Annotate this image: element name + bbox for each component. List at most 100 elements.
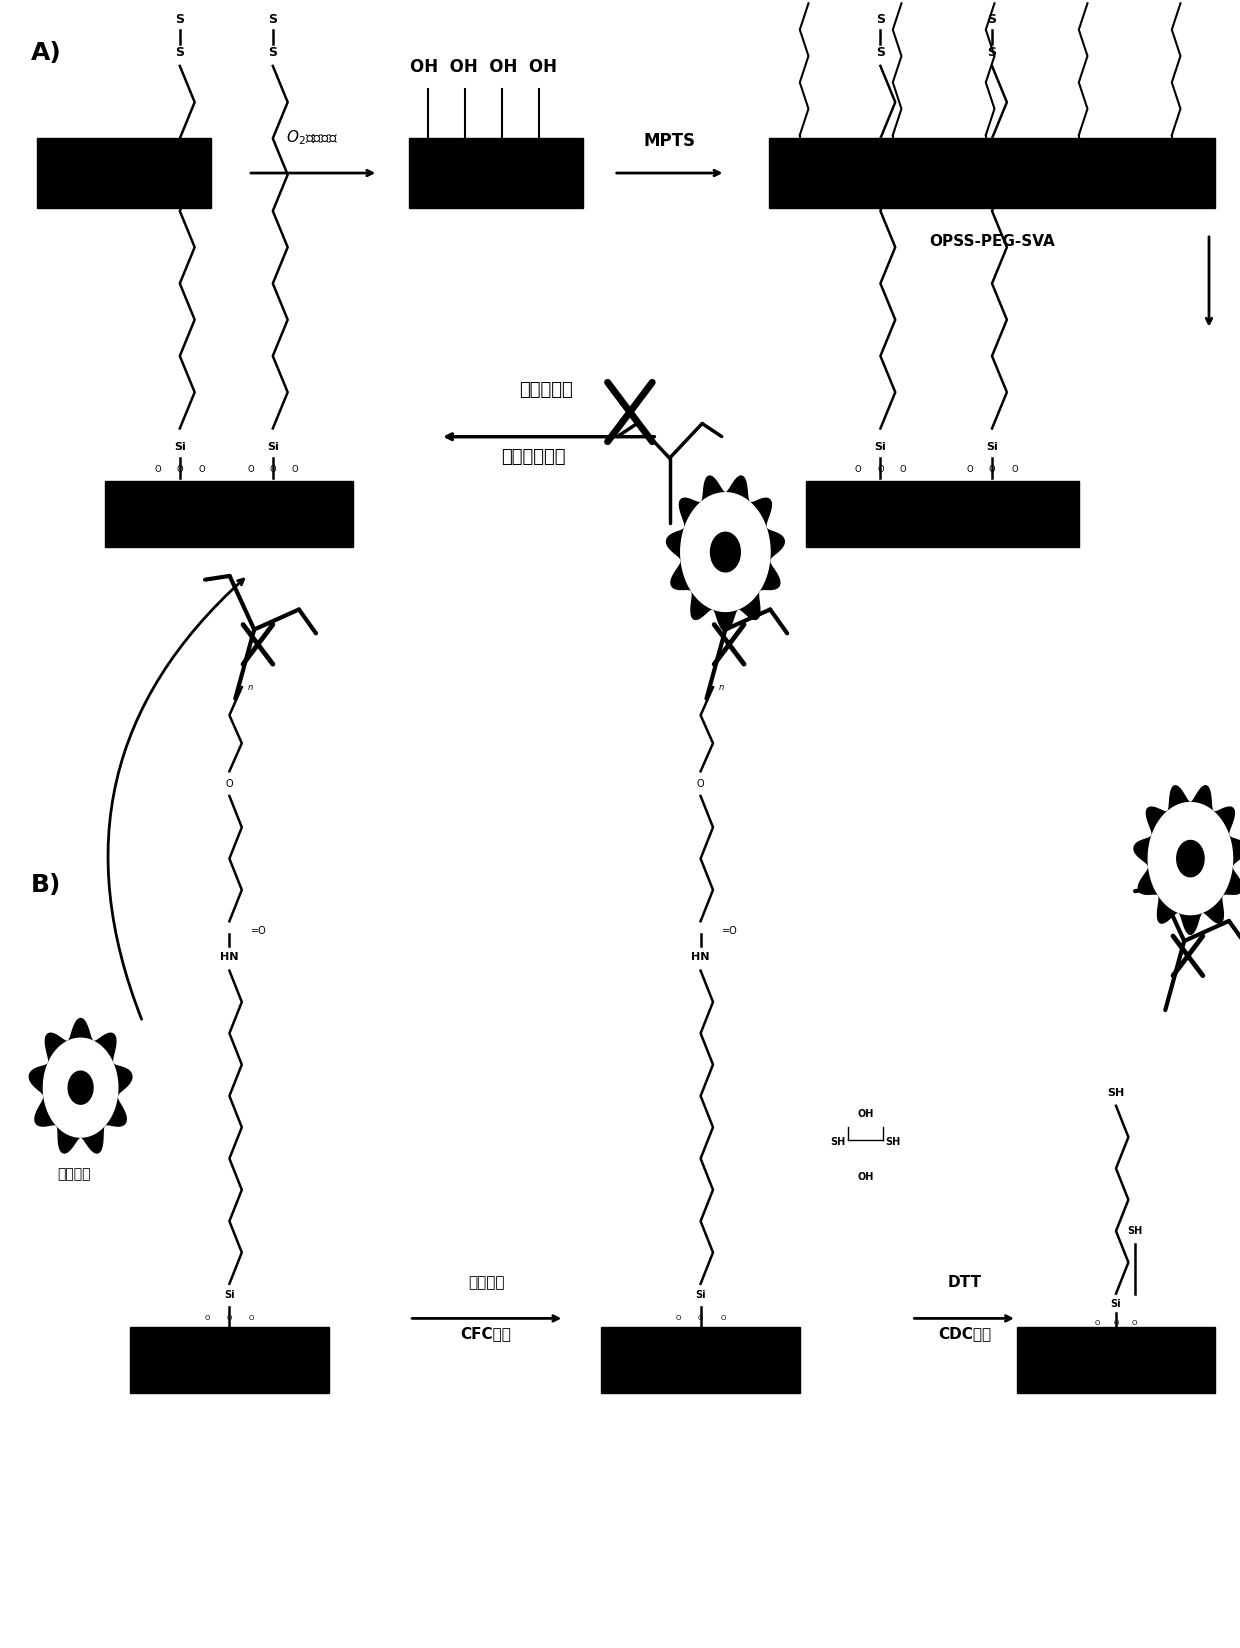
Polygon shape	[681, 493, 770, 611]
Text: S: S	[175, 13, 185, 26]
Text: O: O	[720, 1315, 725, 1322]
Text: SH: SH	[885, 1137, 900, 1147]
Bar	[806, 481, 1079, 547]
Text: Si: Si	[874, 442, 887, 452]
Bar	[105, 481, 353, 547]
Text: Si: Si	[1074, 155, 1084, 163]
Text: 免疫识别: 免疫识别	[467, 1276, 505, 1290]
Text: S: S	[987, 13, 997, 26]
Text: MPTS: MPTS	[644, 132, 696, 150]
Text: O: O	[983, 165, 988, 171]
Text: O: O	[782, 165, 787, 171]
Text: O: O	[1091, 165, 1096, 171]
Text: O: O	[899, 465, 906, 475]
Text: Si: Si	[696, 1290, 706, 1300]
Polygon shape	[1148, 803, 1233, 915]
Text: Si: Si	[267, 442, 279, 452]
Text: O: O	[998, 165, 1003, 171]
Text: O: O	[1154, 165, 1159, 171]
Text: DTT: DTT	[947, 1276, 982, 1290]
Bar	[601, 1327, 800, 1393]
Text: O: O	[812, 165, 817, 171]
Polygon shape	[1177, 840, 1204, 877]
Text: O: O	[877, 465, 884, 475]
Text: OH: OH	[857, 1172, 874, 1182]
Text: Si: Si	[795, 155, 805, 163]
Polygon shape	[711, 532, 740, 572]
Text: O: O	[968, 165, 973, 171]
Text: OH: OH	[857, 1109, 874, 1119]
Text: =O: =O	[722, 926, 738, 936]
Text: S: S	[875, 13, 885, 26]
Text: HN: HN	[692, 953, 709, 962]
Text: $O_2$等离子体: $O_2$等离子体	[286, 129, 339, 147]
Text: O: O	[1095, 1320, 1100, 1327]
Text: 胎児细胞: 胎児细胞	[57, 1167, 92, 1180]
Text: O: O	[697, 780, 704, 789]
Bar	[37, 138, 211, 208]
Polygon shape	[43, 1038, 118, 1137]
Text: O: O	[890, 165, 895, 171]
Text: O: O	[905, 165, 910, 171]
Text: n: n	[719, 682, 724, 692]
Text: SH: SH	[831, 1137, 846, 1147]
Bar	[130, 1327, 329, 1393]
Text: O: O	[1011, 465, 1018, 475]
Text: Si: Si	[1111, 1299, 1121, 1309]
Text: O: O	[875, 165, 880, 171]
Text: HN: HN	[221, 953, 238, 962]
Text: SH: SH	[1107, 1088, 1125, 1098]
Text: O: O	[1114, 1320, 1118, 1327]
Text: O: O	[176, 465, 184, 475]
Text: O: O	[988, 465, 996, 475]
Text: O: O	[676, 1315, 681, 1322]
Text: CFC捕获: CFC捕获	[460, 1327, 512, 1341]
Text: O: O	[205, 1315, 210, 1322]
Text: O: O	[1076, 165, 1081, 171]
Text: O: O	[1169, 165, 1174, 171]
Bar	[769, 138, 1215, 208]
Text: S: S	[875, 46, 885, 59]
Text: S: S	[987, 46, 997, 59]
Text: Si: Si	[888, 155, 898, 163]
Polygon shape	[30, 1018, 131, 1154]
Text: O: O	[1061, 165, 1066, 171]
Text: 生物素化抚体: 生物素化抚体	[501, 448, 565, 466]
Text: OPSS-PEG-SVA: OPSS-PEG-SVA	[929, 234, 1055, 249]
Text: O: O	[291, 465, 299, 475]
Text: O: O	[227, 1315, 232, 1322]
Text: n: n	[248, 682, 253, 692]
Text: Si: Si	[986, 442, 998, 452]
Text: O: O	[247, 465, 254, 475]
Text: O: O	[226, 780, 233, 789]
Bar	[409, 138, 583, 208]
Text: O: O	[797, 165, 802, 171]
Text: O: O	[249, 1315, 254, 1322]
Text: Si: Si	[981, 155, 991, 163]
Text: OH  OH  OH  OH: OH OH OH OH	[410, 58, 557, 76]
Bar	[1017, 1327, 1215, 1393]
Text: Si: Si	[174, 442, 186, 452]
Text: S: S	[268, 13, 278, 26]
Text: O: O	[198, 465, 206, 475]
Text: O: O	[966, 465, 973, 475]
Text: SH: SH	[1127, 1226, 1142, 1236]
Text: Si: Si	[224, 1290, 234, 1300]
Text: S: S	[175, 46, 185, 59]
Text: B): B)	[31, 873, 61, 898]
Polygon shape	[666, 476, 785, 631]
Text: O: O	[269, 465, 277, 475]
Text: O: O	[1132, 1320, 1137, 1327]
Text: =O: =O	[250, 926, 267, 936]
Text: 链霉亲和素: 链霉亲和素	[518, 381, 573, 399]
Text: O: O	[1184, 165, 1189, 171]
Text: O: O	[154, 465, 161, 475]
Text: CDC释放: CDC释放	[939, 1327, 991, 1341]
Polygon shape	[68, 1071, 93, 1104]
Polygon shape	[1133, 786, 1240, 934]
Text: O: O	[698, 1315, 703, 1322]
Text: Si: Si	[1167, 155, 1177, 163]
Text: O: O	[854, 465, 862, 475]
Text: S: S	[268, 46, 278, 59]
Text: A): A)	[31, 41, 62, 66]
